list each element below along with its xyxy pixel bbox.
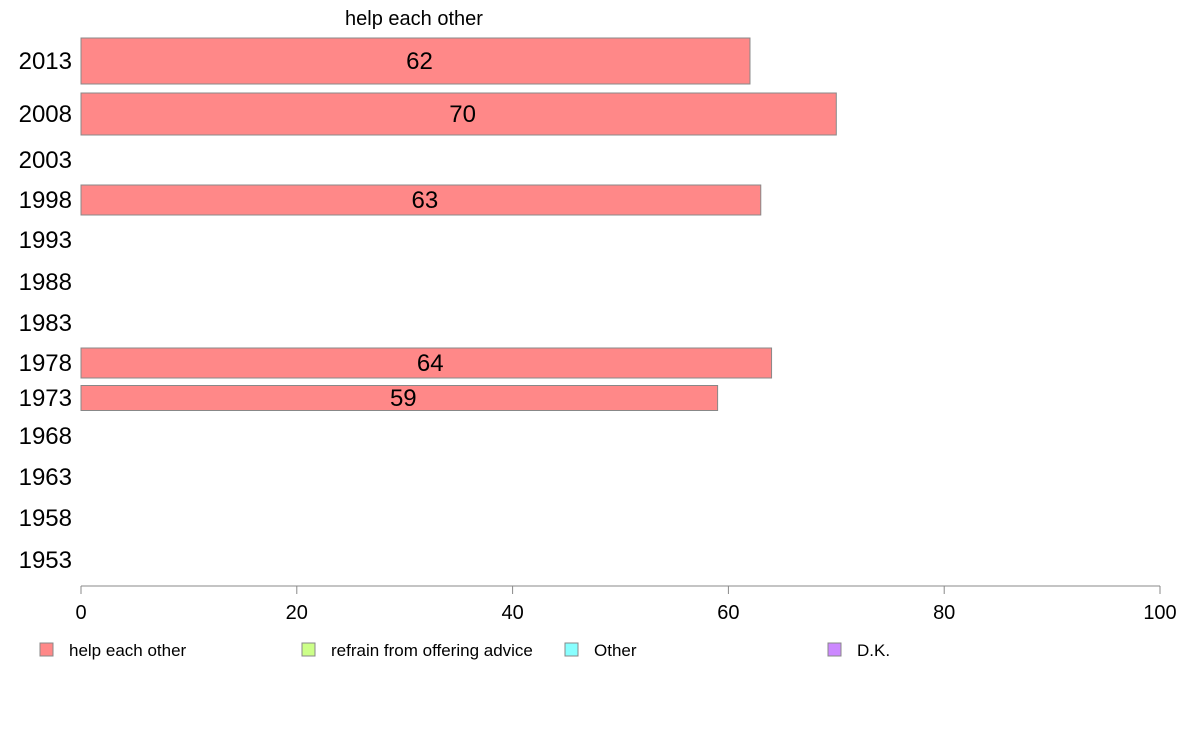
legend-swatch <box>827 642 842 657</box>
y-label-1973: 1973 <box>19 385 72 412</box>
y-label-1998: 1998 <box>19 187 72 214</box>
legend-swatch <box>564 642 579 657</box>
y-label-1953: 1953 <box>19 547 72 574</box>
y-axis-labels: 2013 2008 2003 1998 1993 1988 1983 1978 1973 1968… <box>19 48 72 574</box>
y-label-1988: 1988 <box>19 269 72 296</box>
y-label-1963: 1963 <box>19 464 72 491</box>
legend-swatch <box>39 642 54 657</box>
data-label-2008: 70 <box>449 101 476 128</box>
y-label-1983: 1983 <box>19 310 72 337</box>
legend-item-3: Other <box>564 641 637 660</box>
x-tick-label-40: 40 <box>501 602 523 624</box>
x-axis: 0 20 40 60 80 100 <box>75 585 1177 624</box>
legend-label: refrain from offering advice <box>331 641 533 660</box>
x-tick-label-100: 100 <box>1143 602 1176 624</box>
legend-item-4: D.K. <box>827 641 890 660</box>
y-label-1978: 1978 <box>19 350 72 377</box>
legend-item-2: refrain from offering advice <box>301 641 533 660</box>
legend-label: Other <box>594 641 637 660</box>
bars <box>80 37 837 411</box>
legend-item-1: help each other <box>39 641 187 660</box>
y-label-1993: 1993 <box>19 227 72 254</box>
chart-title: help each other <box>345 8 483 30</box>
x-tick-label-0: 0 <box>75 602 86 624</box>
legend-swatch <box>301 642 316 657</box>
bar-1998 <box>80 184 762 216</box>
legend: help each other refrain from offering adv… <box>39 641 890 660</box>
x-tick-label-80: 80 <box>933 602 955 624</box>
data-label-1998: 63 <box>412 187 439 214</box>
x-tick-label-60: 60 <box>717 602 739 624</box>
data-label-1978: 64 <box>417 350 444 377</box>
legend-label: help each other <box>69 641 187 660</box>
y-label-1958: 1958 <box>19 505 72 532</box>
y-label-1968: 1968 <box>19 423 72 450</box>
x-tick-label-20: 20 <box>286 602 308 624</box>
y-label-2013: 2013 <box>19 48 72 75</box>
bar-1973 <box>80 385 719 411</box>
bar-1978 <box>80 347 773 379</box>
bar-2013 <box>80 37 751 85</box>
bar-2008 <box>80 92 837 136</box>
y-label-2003: 2003 <box>19 147 72 174</box>
data-label-2013: 62 <box>406 48 433 75</box>
data-label-1973: 59 <box>390 385 417 412</box>
y-label-2008: 2008 <box>19 101 72 128</box>
legend-label: D.K. <box>857 641 890 660</box>
